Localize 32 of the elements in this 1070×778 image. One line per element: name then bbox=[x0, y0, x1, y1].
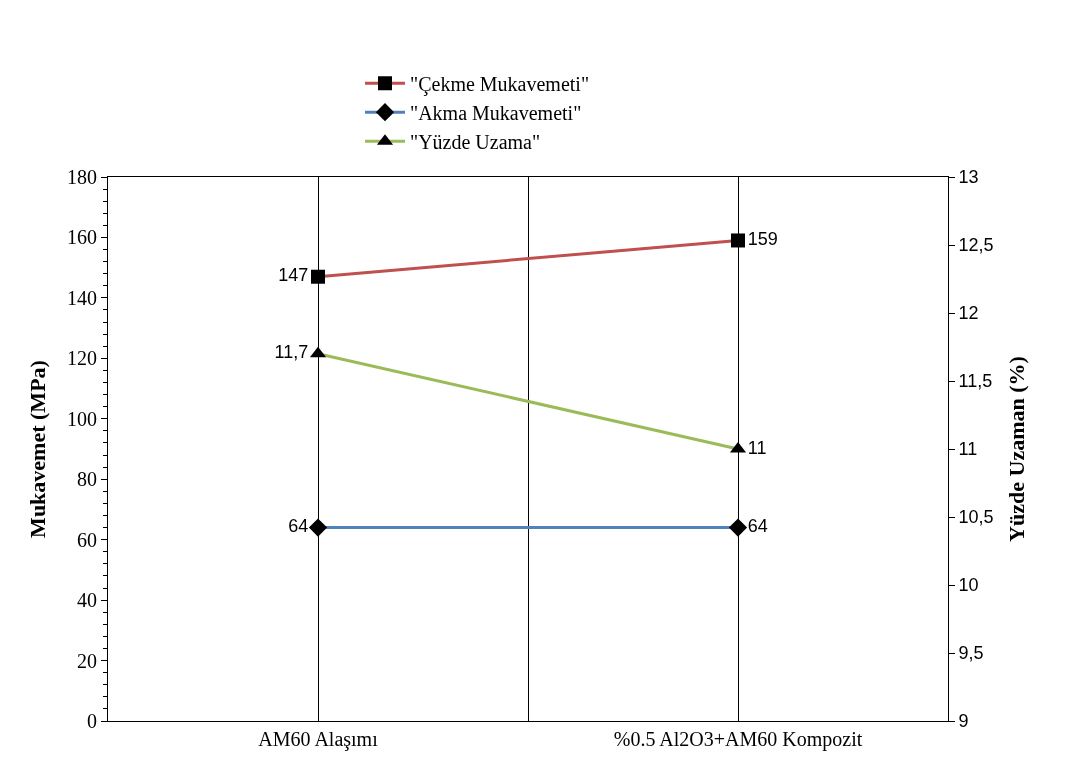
y2-axis-title: Yüzde Uzaman (%) bbox=[1003, 356, 1029, 542]
data-label: 64 bbox=[747, 516, 768, 537]
legend-label: "Çekme Mukavemeti" bbox=[410, 72, 590, 96]
y-axis-title: Mukavemet (MPa) bbox=[24, 360, 50, 538]
y-tick-label: 40 bbox=[77, 589, 97, 612]
y-tick-label: 20 bbox=[77, 649, 97, 672]
y2-tick-label: 11 bbox=[958, 439, 978, 460]
y-tick-label: 180 bbox=[67, 166, 97, 188]
legend-label: "Yüzde Uzama" bbox=[410, 130, 541, 153]
x-tick-label: %0.5 Al2O3+AM60 Kompozit bbox=[613, 728, 863, 751]
y-tick-label: 60 bbox=[77, 528, 97, 551]
data-label: 159 bbox=[747, 228, 778, 249]
x-tick-label: AM60 Alaşımı bbox=[258, 728, 379, 751]
y2-tick-label: 12,5 bbox=[958, 235, 994, 256]
y-tick-label: 140 bbox=[67, 286, 97, 309]
y-tick-label: 80 bbox=[77, 468, 97, 491]
y2-tick-label: 9 bbox=[958, 711, 969, 732]
y2-tick-label: 10,5 bbox=[958, 507, 994, 528]
y2-tick-label: 12 bbox=[958, 303, 979, 324]
data-label: 147 bbox=[278, 265, 309, 286]
y-tick-label: 100 bbox=[67, 407, 97, 430]
y-tick-label: 0 bbox=[87, 710, 97, 732]
data-label: 64 bbox=[288, 516, 309, 537]
data-label: 11,7 bbox=[274, 342, 309, 363]
legend-label: "Akma Mukavemeti" bbox=[410, 101, 582, 124]
data-label: 11 bbox=[747, 437, 767, 458]
y2-tick-label: 10 bbox=[958, 575, 979, 596]
y2-tick-label: 13 bbox=[958, 167, 979, 188]
y2-tick-label: 9,5 bbox=[958, 643, 984, 664]
y-tick-label: 160 bbox=[67, 226, 97, 249]
y-tick-label: 120 bbox=[67, 347, 97, 370]
y2-tick-label: 11,5 bbox=[958, 371, 993, 392]
